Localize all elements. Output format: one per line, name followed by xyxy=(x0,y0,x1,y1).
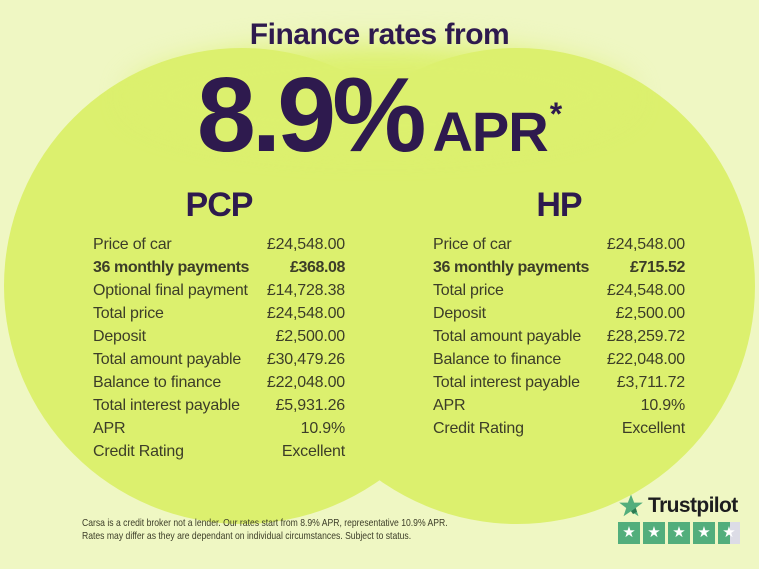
row-label: Total amount payable xyxy=(433,328,582,345)
finance-rate: 8.9% APR * xyxy=(0,62,759,168)
legal-disclaimer-line-2: Rates may differ as they are dependant o… xyxy=(82,530,412,542)
hp-table-title: HP xyxy=(536,186,582,224)
table-row: Total amount payable £30,479.26 xyxy=(93,348,345,371)
row-value: 10.9% xyxy=(300,420,346,437)
row-label: APR xyxy=(433,397,466,414)
table-row: Deposit £2,500.00 xyxy=(433,302,685,325)
row-label: Balance to finance xyxy=(433,351,562,368)
row-label: Deposit xyxy=(433,305,486,322)
pcp-table-rows: Price of car £24,548.00 36 monthly payment… xyxy=(93,233,345,463)
legal-disclaimer-line-1: Carsa is a credit broker not a lender. O… xyxy=(82,517,448,529)
rate-unit: APR xyxy=(432,100,548,163)
row-value: £30,479.26 xyxy=(266,351,345,368)
row-value: £2,500.00 xyxy=(275,328,346,345)
pcp-table: PCP Price of car £24,548.00 36 monthly pay… xyxy=(93,188,345,463)
pcp-table-title: PCP xyxy=(185,186,254,224)
row-value: £24,548.00 xyxy=(266,305,345,322)
rating-star-box: ★ xyxy=(693,522,715,544)
table-row: Price of car £24,548.00 xyxy=(433,233,685,256)
table-row: APR 10.9% xyxy=(93,417,345,440)
row-value: Excellent xyxy=(621,420,685,437)
table-row: Optional final payment £14,728.38 xyxy=(93,279,345,302)
row-label: Total price xyxy=(93,305,164,322)
background-wave-highlight xyxy=(130,44,630,148)
trustpilot-logo: Trustpilot xyxy=(618,493,748,519)
row-value: Excellent xyxy=(281,443,345,460)
rating-star-box: ★ xyxy=(668,522,690,544)
page-title: Finance rates from xyxy=(249,18,510,51)
row-value: £24,548.00 xyxy=(606,282,685,299)
star-icon: ★ xyxy=(622,524,636,541)
row-value: £24,548.00 xyxy=(606,236,685,253)
row-value: £368.08 xyxy=(289,259,345,276)
row-label: Credit Rating xyxy=(93,443,184,460)
row-value: £5,931.26 xyxy=(275,397,346,414)
row-label: Price of car xyxy=(93,236,172,253)
table-row: Balance to finance £22,048.00 xyxy=(433,348,685,371)
star-icon: ★ xyxy=(672,524,686,541)
row-label: Total price xyxy=(433,282,504,299)
trustpilot-widget[interactable]: Trustpilot ★ ★ ★ ★ ★ xyxy=(618,493,748,544)
table-row: 36 monthly payments £715.52 xyxy=(433,256,685,279)
row-value: £22,048.00 xyxy=(266,374,345,391)
star-icon: ★ xyxy=(647,524,661,541)
row-label: Credit Rating xyxy=(433,420,524,437)
table-row: Credit Rating Excellent xyxy=(93,440,345,463)
trustpilot-brand-label: Trustpilot xyxy=(648,494,738,517)
table-row: 36 monthly payments £368.08 xyxy=(93,256,345,279)
hp-table: HP Price of car £24,548.00 36 monthly paym… xyxy=(433,188,685,440)
table-row: Total interest payable £5,931.26 xyxy=(93,394,345,417)
row-value: £24,548.00 xyxy=(266,236,345,253)
row-value: £2,500.00 xyxy=(615,305,686,322)
table-row: Credit Rating Excellent xyxy=(433,417,685,440)
row-label: APR xyxy=(93,420,126,437)
row-label: Total interest payable xyxy=(93,397,240,414)
row-value: £14,728.38 xyxy=(266,282,345,299)
row-label: Total interest payable xyxy=(433,374,580,391)
trustpilot-star-icon xyxy=(619,494,643,517)
table-row: Total price £24,548.00 xyxy=(433,279,685,302)
row-label: Balance to finance xyxy=(93,374,222,391)
rating-star-box-partial: ★ xyxy=(718,522,740,544)
star-icon: ★ xyxy=(697,524,711,541)
row-value: £28,259.72 xyxy=(606,328,685,345)
row-label: Total amount payable xyxy=(93,351,242,368)
row-label: Price of car xyxy=(433,236,512,253)
table-row: Price of car £24,548.00 xyxy=(93,233,345,256)
row-value: 10.9% xyxy=(640,397,686,414)
row-label: Deposit xyxy=(93,328,146,345)
table-row: APR 10.9% xyxy=(433,394,685,417)
table-row: Deposit £2,500.00 xyxy=(93,325,345,348)
rating-star-box: ★ xyxy=(643,522,665,544)
row-value: £715.52 xyxy=(629,259,685,276)
row-label: Optional final payment xyxy=(93,282,248,299)
trustpilot-rating-stars: ★ ★ ★ ★ ★ xyxy=(618,522,748,544)
hp-table-rows: Price of car £24,548.00 36 monthly payment… xyxy=(433,233,685,440)
star-icon: ★ xyxy=(722,524,736,541)
row-value: £22,048.00 xyxy=(606,351,685,368)
table-row: Balance to finance £22,048.00 xyxy=(93,371,345,394)
table-row: Total price £24,548.00 xyxy=(93,302,345,325)
rating-star-box: ★ xyxy=(618,522,640,544)
row-value: £3,711.72 xyxy=(616,374,685,391)
rate-value: 8.9% xyxy=(196,56,427,174)
legal-disclaimer: Carsa is a credit broker not a lender. O… xyxy=(82,517,448,543)
table-row: Total interest payable £3,711.72 xyxy=(433,371,685,394)
rate-footnote-marker: * xyxy=(549,96,563,132)
row-label: 36 monthly payments xyxy=(93,259,250,276)
table-row: Total amount payable £28,259.72 xyxy=(433,325,685,348)
row-label: 36 monthly payments xyxy=(433,259,590,276)
